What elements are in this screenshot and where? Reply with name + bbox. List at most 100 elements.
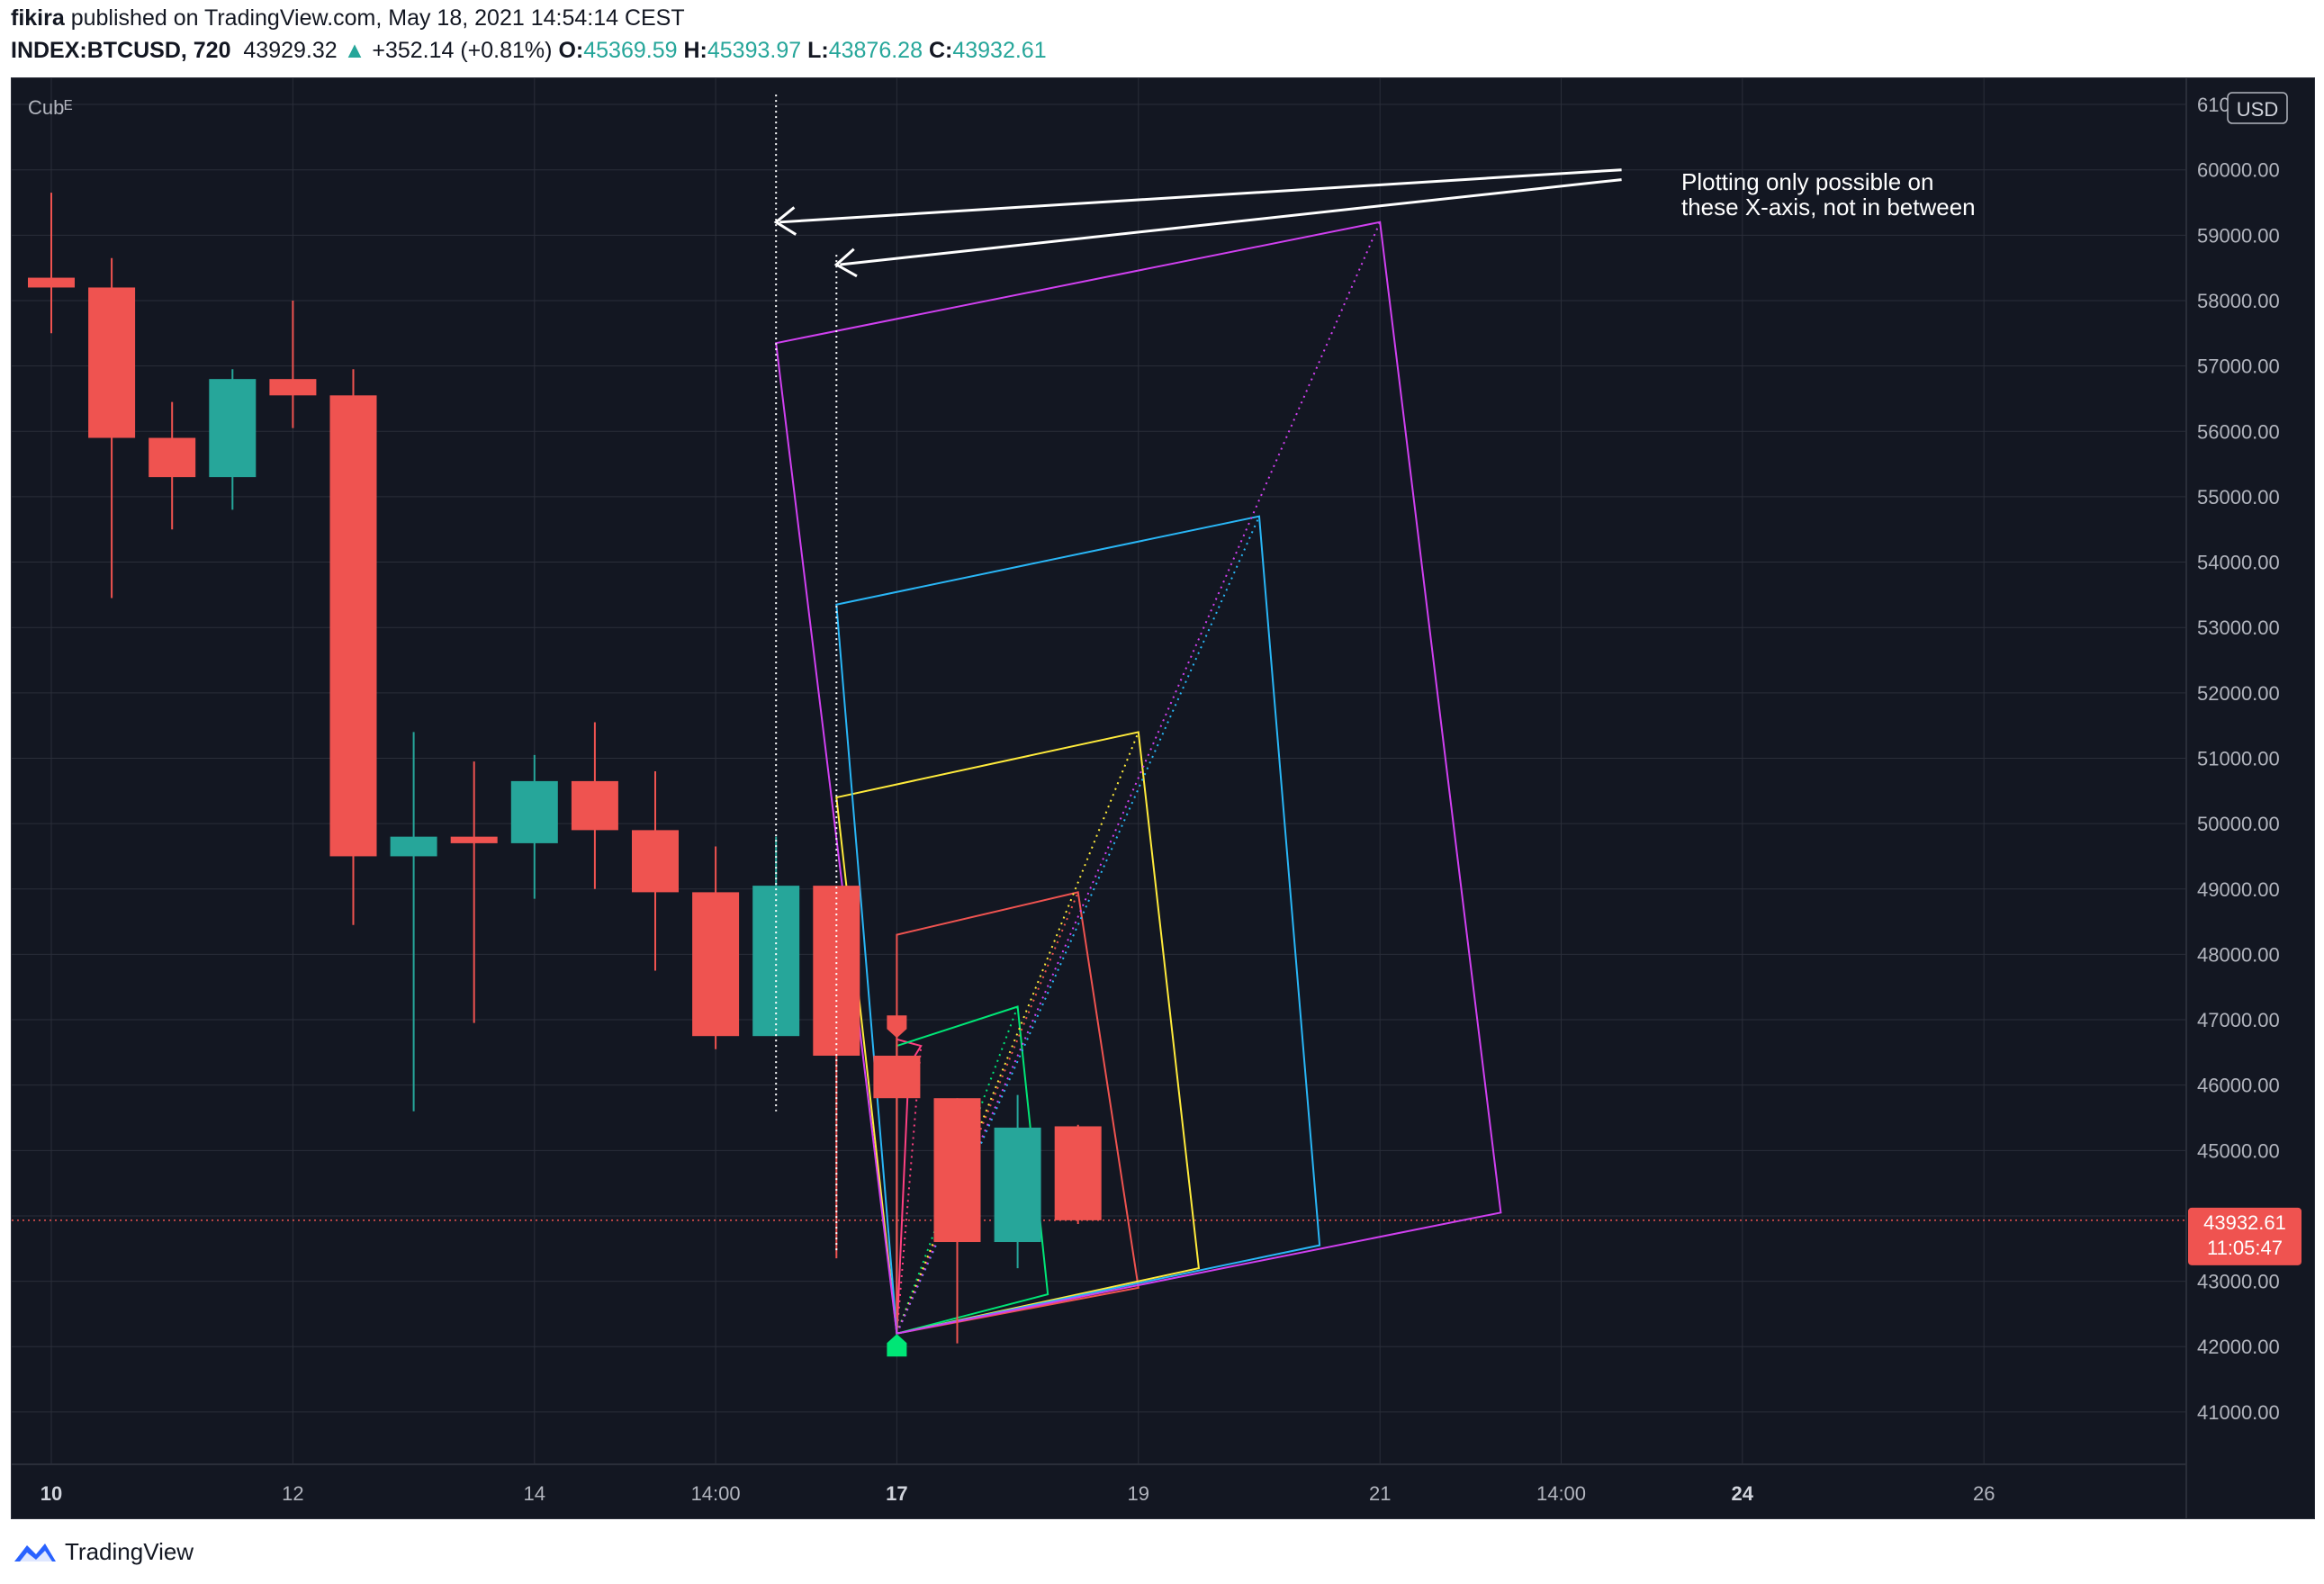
time-tick-label: 10 (41, 1482, 62, 1505)
cube-diagonal (896, 1006, 1019, 1335)
arrow-head-icon (773, 206, 797, 236)
candle-body (269, 379, 317, 396)
candle (692, 846, 740, 1049)
price-tick-label: 41000.00 (2197, 1401, 2280, 1424)
candle (933, 1098, 981, 1344)
cube-diagonal (896, 892, 1079, 1335)
price-tick-label: 59000.00 (2197, 224, 2280, 247)
candle (752, 836, 800, 1037)
last-price: 43929.32 (243, 38, 338, 63)
arrow-head-icon (833, 248, 858, 278)
annotation-arrow (833, 178, 1622, 278)
price-tick-label: 60000.00 (2197, 159, 2280, 182)
time-tick-label: 12 (282, 1482, 303, 1505)
time-tick-label: 14 (524, 1482, 545, 1505)
price-tick-label: 56000.00 (2197, 420, 2280, 443)
candle-body (692, 892, 740, 1037)
arrow-shaft (840, 178, 1622, 266)
candle (632, 771, 679, 971)
price-chart[interactable]: Plotting only possible on these X-axis, … (12, 78, 2314, 1518)
time-axis[interactable]: 10 12 14 14:00 17 19 21 14:00 24 26 (41, 1482, 1995, 1505)
time-tick-label: 26 (1973, 1482, 1995, 1505)
tradingview-footer[interactable]: TradingView (13, 1535, 194, 1568)
publish-line: fikira published on TradingView.com, May… (11, 5, 685, 32)
price-tick-label: 43000.00 (2197, 1271, 2280, 1293)
chart-pane[interactable]: Plotting only possible on these X-axis, … (11, 77, 2315, 1519)
price-tick-label: 54000.00 (2197, 552, 2280, 574)
candle (209, 369, 257, 510)
candle-body (209, 379, 257, 478)
dotted-vertical-lines (775, 94, 838, 1252)
price-tick-label: 57000.00 (2197, 356, 2280, 378)
candle-body (329, 395, 377, 857)
price-tick-label: 51000.00 (2197, 747, 2280, 770)
open-value: 45369.59 (583, 38, 678, 63)
low-label: L: (807, 38, 829, 63)
candle (450, 761, 498, 1023)
annotation-arrow (773, 168, 1622, 236)
candle (994, 1094, 1041, 1269)
price-tick-label: 49000.00 (2197, 878, 2280, 901)
candle (390, 732, 437, 1112)
price-tick-label: 52000.00 (2197, 682, 2280, 705)
tradingview-logo-icon (14, 1544, 56, 1562)
price-tick-label: 42000.00 (2197, 1336, 2280, 1358)
cube-diagonal (896, 516, 1260, 1335)
candle-body (632, 830, 679, 893)
candle (269, 300, 317, 428)
symbol-label: INDEX:BTCUSD, 720 (11, 38, 231, 63)
author-name[interactable]: fikira (11, 5, 65, 31)
price-tick-label: 48000.00 (2197, 943, 2280, 966)
candle-body (149, 437, 196, 478)
indicator-label[interactable]: Cubᴱ (28, 96, 72, 119)
price-tick-label: 46000.00 (2197, 1075, 2280, 1097)
time-tick-label: 17 (886, 1482, 907, 1505)
price-tick-label: 50000.00 (2197, 813, 2280, 835)
candle (329, 369, 377, 925)
sell-marker-icon (887, 1015, 907, 1039)
last-price-tag: 43932.61 11:05:47 (2188, 1207, 2301, 1265)
arrow-shaft (779, 168, 1622, 224)
time-tick-label: 14:00 (1536, 1482, 1586, 1505)
candle-body (510, 780, 558, 843)
candle-body (933, 1098, 981, 1243)
currency-badge[interactable]: USD (2227, 92, 2288, 124)
candle-body (571, 780, 618, 831)
price-tick-label: 47000.00 (2197, 1009, 2280, 1031)
last-price-tag-value: 43932.61 (2203, 1211, 2286, 1234)
price-tick-label: 58000.00 (2197, 290, 2280, 312)
change-value: +352.14 (+0.81%) (372, 38, 553, 63)
candle (88, 257, 136, 598)
up-arrow-icon: ▲ (343, 38, 366, 63)
published-text: published on TradingView.com, May 18, 20… (70, 5, 685, 31)
high-value: 45393.97 (707, 38, 802, 63)
candle-body (390, 836, 437, 857)
time-tick-label: 24 (1732, 1482, 1754, 1505)
candle-body (88, 287, 136, 438)
candle-body (873, 1055, 921, 1099)
candlestick-series (28, 193, 1102, 1344)
time-tick-label: 21 (1369, 1482, 1391, 1505)
low-value: 43876.28 (828, 38, 923, 63)
candle-body (994, 1127, 1041, 1243)
close-value: 43932.61 (952, 38, 1047, 63)
cube-outline (835, 731, 1200, 1335)
price-tick-label: 55000.00 (2197, 486, 2280, 508)
annotation-arrows (773, 168, 1622, 278)
price-tick-label: 45000.00 (2197, 1139, 2280, 1162)
candle (571, 722, 618, 889)
annotation-line-2: these X-axis, not in between (1681, 194, 1976, 220)
candle (510, 754, 558, 899)
buy-marker-icon (887, 1334, 907, 1357)
annotation-line-1: Plotting only possible on (1681, 168, 1933, 195)
ohlc-line: INDEX:BTCUSD, 720 43929.32 ▲ +352.14 (+0… (11, 38, 1047, 64)
signal-markers (887, 1015, 907, 1357)
time-tick-label: 14:00 (691, 1482, 741, 1505)
price-tick-label: 53000.00 (2197, 616, 2280, 639)
candle (1054, 1124, 1102, 1224)
tradingview-brand: TradingView (65, 1537, 194, 1565)
close-label: C: (928, 38, 953, 63)
countdown-timer: 11:05:47 (2207, 1237, 2283, 1259)
candle (28, 193, 75, 334)
candle (149, 401, 196, 530)
